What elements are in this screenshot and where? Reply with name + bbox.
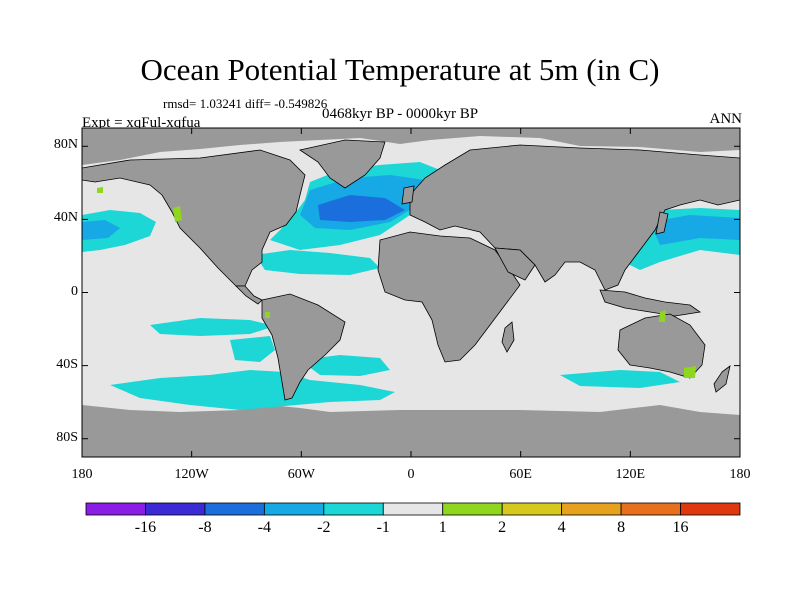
- colorbar-box: [680, 502, 741, 516]
- x-tick-label: 180: [71, 467, 93, 482]
- rmsd-diff-stats: rmsd= 1.03241 diff= -0.549826: [163, 96, 328, 111]
- anomaly-positive-2: [97, 187, 103, 193]
- anomaly-southern-ocean: [110, 370, 395, 410]
- x-tick-label: 120W: [174, 467, 209, 482]
- colorbar-label: -4: [257, 519, 272, 536]
- madagascar: [501, 321, 515, 353]
- anomaly-positive-1: [173, 206, 182, 222]
- colorbar-label: 1: [438, 519, 447, 536]
- plot-title: Ocean Potential Temperature at 5m (in C): [140, 52, 660, 87]
- colorbar-box: [620, 502, 681, 516]
- x-tick-label: 0: [407, 467, 415, 482]
- colorbar-label: 8: [617, 519, 626, 536]
- colorbar-label: -2: [317, 519, 331, 536]
- anomaly-s-pacific: [150, 318, 275, 336]
- antarctic-shelf-mask: [82, 405, 740, 432]
- x-tick-label: 180: [729, 467, 751, 482]
- y-tick-label: 40N: [53, 210, 78, 226]
- colorbar-box: [263, 502, 325, 516]
- colorbar: [85, 502, 741, 516]
- axis-ticks: [81, 128, 741, 457]
- time-period-label: 0468kyr BP - 0000kyr BP: [322, 106, 479, 122]
- colorbar-label: -8: [198, 519, 212, 536]
- x-tick-label: 60W: [287, 467, 315, 482]
- colorbar-box: [501, 502, 563, 516]
- anomaly-positive-3: [659, 310, 666, 322]
- africa: [377, 231, 521, 363]
- colorbar-box: [145, 502, 206, 516]
- colorbar-box: [442, 502, 503, 516]
- maritime-continent: [599, 289, 702, 317]
- colorbar-box: [323, 502, 384, 516]
- japan: [655, 211, 669, 235]
- anomaly-positive-4: [684, 366, 696, 378]
- anomaly-subtropical-atlantic: [255, 250, 380, 275]
- colorbar-label: 4: [557, 519, 566, 536]
- british-isles: [401, 185, 415, 205]
- colorbar-box: [561, 502, 622, 516]
- colorbar-label: 2: [498, 519, 507, 536]
- colorbar-label: 16: [672, 519, 689, 536]
- x-tick-label: 120E: [615, 467, 646, 482]
- y-tick-label: 80N: [53, 137, 78, 153]
- colorbar-box: [382, 502, 444, 516]
- experiment-label: Expt = xqFul-xqfua: [82, 115, 201, 131]
- y-tick-label: 80S: [56, 429, 78, 445]
- new-zealand: [713, 365, 731, 393]
- anomaly-n-pacific-west-core: [82, 220, 120, 240]
- arctic-mask: [82, 128, 740, 165]
- anomaly-se-pacific: [560, 370, 680, 388]
- colorbar-label: -16: [134, 519, 157, 536]
- arabia: [494, 247, 536, 281]
- europe-asia: [409, 144, 740, 291]
- australia: [617, 313, 706, 379]
- anomaly-s-pacific-2: [230, 336, 275, 362]
- colorbar-box: [204, 502, 265, 516]
- south-america: [261, 293, 346, 401]
- greenland: [298, 139, 386, 189]
- x-tick-label: 60E: [509, 467, 532, 482]
- colorbar-box: [85, 502, 146, 516]
- anomaly-n-atlantic-core: [318, 195, 405, 222]
- y-tick-label: 40S: [56, 356, 78, 372]
- anomaly-s-atlantic: [300, 355, 390, 376]
- colorbar-label: -1: [376, 519, 390, 536]
- y-tick-label: 0: [71, 283, 78, 299]
- anomaly-n-pacific-east-core: [650, 215, 740, 245]
- north-america: [82, 149, 306, 287]
- anomaly-positive-5: [265, 312, 270, 318]
- season-label: ANN: [709, 111, 743, 127]
